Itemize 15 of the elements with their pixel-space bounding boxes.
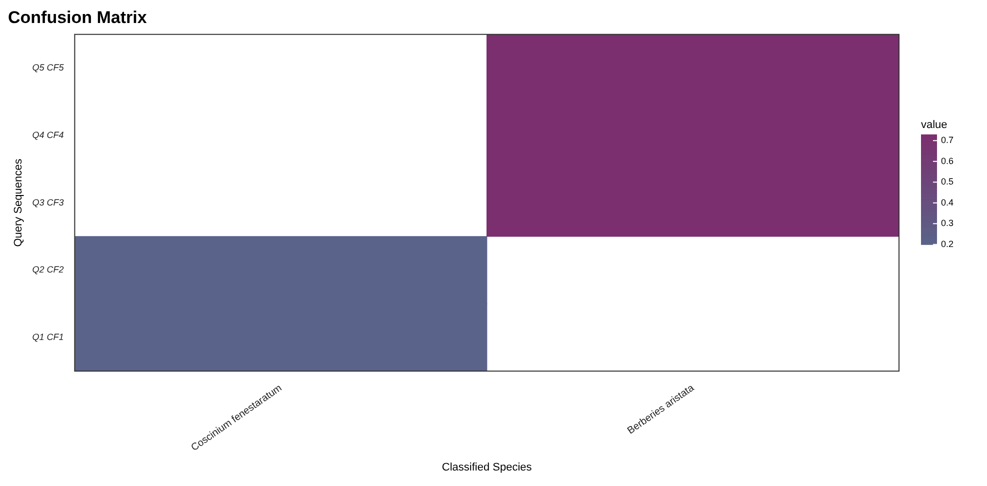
color-bar-label: 0.2 — [941, 238, 954, 249]
color-bar-label: 0.7 — [941, 135, 954, 146]
y-tick-label: Q5 CF5 — [32, 62, 65, 73]
color-bar-title: value — [921, 118, 948, 131]
color-bar-label: 0.6 — [941, 156, 954, 166]
color-bar-label: 0.3 — [941, 218, 954, 228]
color-bar-label: 0.5 — [941, 176, 954, 187]
y-tick-label: Q4 CF4 — [32, 130, 64, 140]
chart-title: Confusion Matrix — [8, 8, 148, 27]
y-tick-label: Q2 CF2 — [32, 264, 64, 275]
y-axis-title: Query Sequences — [12, 158, 25, 247]
y-tick-label: Q1 CF1 — [32, 332, 64, 342]
color-bar-label: 0.4 — [941, 197, 954, 208]
y-tick-label: Q3 CF3 — [32, 197, 64, 208]
x-axis-title: Classified Species — [442, 461, 532, 474]
